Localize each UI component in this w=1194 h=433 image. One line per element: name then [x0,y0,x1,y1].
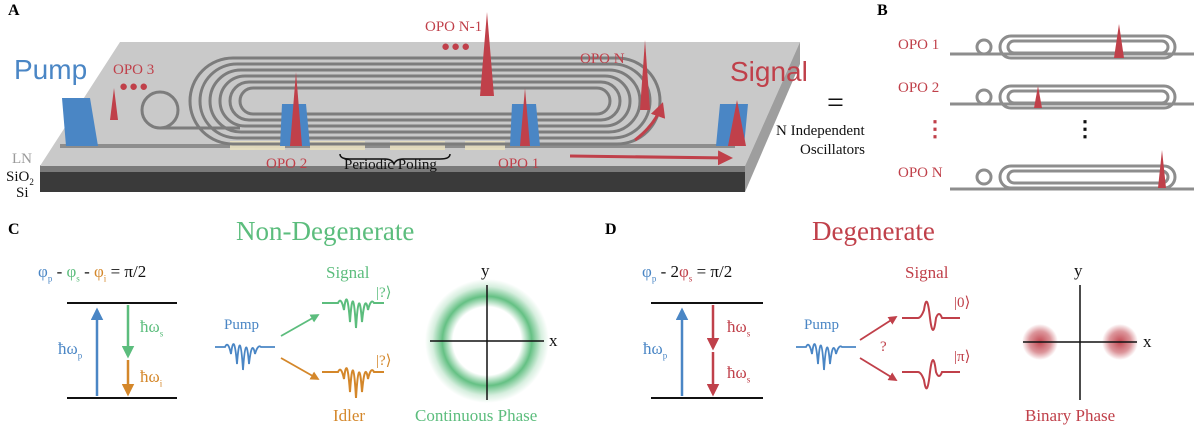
chip-opo2 [950,84,1194,110]
opo-spikes [110,12,746,146]
d-hw-s1-label: ħωs [727,317,751,339]
chip-right-side [745,42,800,192]
d-ket-pi: |π⟩ [954,349,971,365]
d-pump-label: Pump [804,317,840,333]
signal-output-arrow [569,150,733,166]
panel-d-energy-diagram [651,302,763,399]
panel-d-pump-pulse [796,343,856,371]
circulation-arrow [634,102,666,142]
d-question-mark: ? [880,339,887,355]
periodic-poling-label: Periodic Poling [344,157,437,173]
d-signal-label: Signal [905,263,949,282]
panel-c-energy-diagram [67,302,177,399]
c-idler-ket: |?⟩ [376,353,392,369]
opo2-label: OPO 2 [266,156,308,172]
opo3-dots: ●●● [119,79,150,95]
c-signal-ket: |?⟩ [376,285,392,301]
layer-sio2-label: SiO2 [6,169,34,187]
degenerate-title: Degenerate [812,216,935,246]
racetrack-resonators [140,56,662,146]
panel-d-lower-arrow [859,357,898,381]
chip-opon [950,150,1194,191]
chip-diagram [40,12,800,192]
non-degenerate-title: Non-Degenerate [236,216,415,246]
c-axis-y-label: y [481,261,490,280]
c-pump-label: Pump [224,317,260,333]
independent-label-line2: Oscillators [800,142,865,158]
panel-d-pi-pulse [902,359,960,390]
c-hw-p-label: ħωp [58,339,83,361]
non-degenerate-phase-equation: φp - φs - φi = π/2 [38,262,147,284]
pump-coupler-left [62,98,98,146]
panel-c-pump-pulse [215,343,275,371]
d-ket-zero: |0⟩ [954,295,971,311]
layer-ln-label: LN [12,151,32,167]
d-hw-p-label: ħωp [643,339,668,361]
binary-phase-label: Binary Phase [1025,406,1116,425]
panel-label-c: C [8,221,20,238]
panel-d-zero-pulse [902,300,960,331]
continuous-phase-label: Continuous Phase [415,406,538,425]
c-idler-label: Idler [333,406,366,425]
panel-b-chips [950,24,1194,191]
equals-sign: = [827,86,844,119]
panel-label-d: D [605,221,617,238]
c-hw-s-label: ħωs [140,317,164,339]
degenerate-phase-equation: φp - 2φs = π/2 [642,262,733,284]
panel-b-opo2-label: OPO 2 [898,80,940,96]
opo-n-label: OPO N [580,51,625,67]
panel-label-a: A [8,2,20,19]
opo-n-minus-1-label: OPO N-1 [425,19,483,35]
d-axis-x-label: x [1143,332,1152,351]
panel-b-vdots-black: ⋮ [1074,116,1096,141]
c-axis-x-label: x [549,331,558,350]
c-signal-label: Signal [326,263,370,282]
signal-label: Signal [730,56,808,87]
layer-si-label: Si [16,185,29,201]
panel-c-idler-arrow [280,357,320,380]
independent-label-line1: N Independent [776,123,865,139]
opo3-label: OPO 3 [113,62,155,78]
d-axis-y-label: y [1074,261,1083,280]
panel-b-vdots-red: ⋮ [924,116,946,141]
c-hw-i-label: ħωi [140,367,163,389]
panel-c-idler-pulse [322,367,384,399]
opo1-label: OPO 1 [498,156,540,172]
panel-c-signal-arrow [280,314,320,337]
panel-c-signal-pulse [322,298,384,329]
d-hw-s2-label: ħωs [727,363,751,385]
panel-b-opon-label: OPO N [898,165,943,181]
panel-label-b: B [877,2,888,19]
periodic-poling-brace [339,153,451,167]
panel-b-opo1-label: OPO 1 [898,37,940,53]
pump-label: Pump [14,54,88,85]
opo-n-minus-1-dots: ●●● [441,39,472,55]
chip-si-layer [40,170,745,192]
panel-d-upper-arrow [859,316,898,341]
chip-sio2-layer [40,165,745,172]
chip-opo1 [950,24,1194,60]
